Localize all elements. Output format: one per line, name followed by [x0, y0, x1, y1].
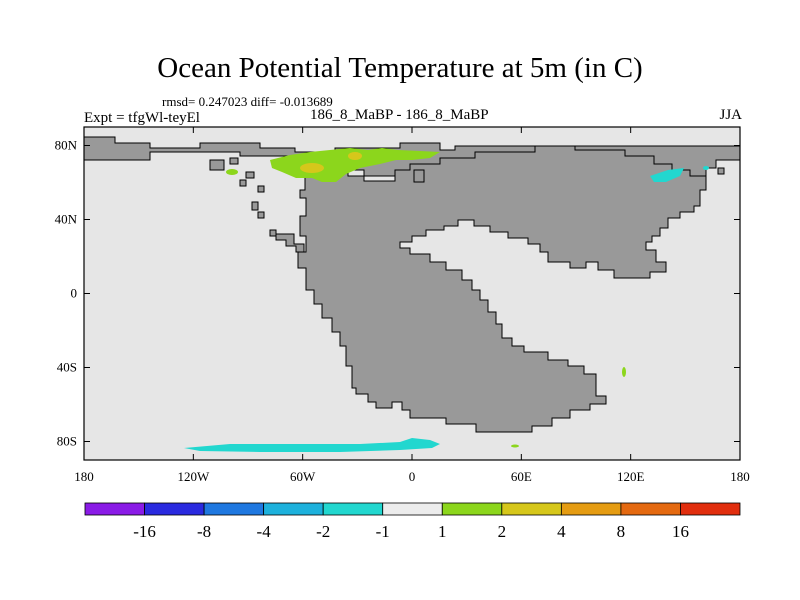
- lon-tick-label: 0: [409, 469, 416, 484]
- landmass-main-continent: [297, 145, 707, 433]
- colorbar: -16 -8 -4 -2 -1 1 2 4 8 16: [84, 502, 741, 541]
- colorbar-label: -4: [257, 522, 272, 541]
- landmass-island-f: [269, 229, 277, 237]
- landmass-island-north: [413, 169, 425, 183]
- landmass-island-ne: [717, 167, 725, 175]
- colorbar-swatch: [560, 502, 622, 516]
- lat-tick-label: 40S: [57, 360, 77, 375]
- colorbar-label: -2: [316, 522, 330, 541]
- colorbar-label: -1: [376, 522, 390, 541]
- colorbar-swatch: [84, 502, 145, 516]
- colorbar-swatch: [144, 502, 205, 516]
- anomaly-contours: [184, 148, 709, 452]
- landmass-island-c: [257, 185, 265, 193]
- landmass-island-g: [229, 157, 239, 165]
- lat-tick-label: 80S: [57, 434, 77, 449]
- cool-anomaly-northeast: [650, 168, 684, 182]
- warm-anomaly-small: [226, 169, 238, 175]
- warm-anomaly-south: [622, 367, 626, 377]
- landmass-island-d: [251, 201, 259, 211]
- lon-tick-label: 180: [730, 469, 750, 484]
- lon-tick-label: 120E: [617, 469, 645, 484]
- map-panel: [83, 126, 741, 461]
- colorbar-label: -16: [133, 522, 156, 541]
- warm-anomaly-core: [300, 163, 324, 173]
- stats-line: rmsd= 0.247023 diff= -0.013689: [162, 94, 333, 109]
- lat-tick-label: 40N: [55, 212, 78, 227]
- lat-tick-label: 0: [71, 286, 78, 301]
- colorbar-label: -8: [197, 522, 211, 541]
- season-label: JJA: [719, 107, 742, 123]
- warm-anomaly-arctic: [270, 148, 440, 182]
- lon-tick-label: 60W: [290, 469, 316, 484]
- colorbar-swatch: [263, 502, 324, 516]
- landmass-coast-west: [275, 233, 305, 253]
- landmass-island-b: [239, 179, 247, 187]
- colorbar-swatch: [322, 502, 384, 516]
- warm-anomaly-south-2: [511, 444, 519, 448]
- cool-anomaly-antarctic: [184, 438, 440, 452]
- cool-anomaly-dot: [703, 166, 709, 170]
- lon-tick-label: 120W: [177, 469, 210, 484]
- map-title: Ocean Potential Temperature at 5m (in C): [157, 52, 643, 84]
- landmass-island-e: [257, 211, 265, 219]
- colorbar-label: 4: [557, 522, 566, 541]
- colorbar-swatch: [501, 502, 562, 516]
- colorbar-swatch: [382, 502, 443, 516]
- colorbar-swatch: [441, 502, 503, 516]
- colorbar-label: 1: [438, 522, 447, 541]
- colorbar-swatch: [620, 502, 681, 516]
- latitude-axis: 80N 40N 0 40S 80S: [55, 138, 740, 449]
- warm-anomaly-core-2: [348, 152, 362, 160]
- landmass-island-h: [209, 159, 225, 171]
- colorbar-swatch: [680, 502, 741, 516]
- lon-tick-label: 180: [74, 469, 94, 484]
- case-label: 186_8_MaBP - 186_8_MaBP: [310, 107, 489, 123]
- colorbar-swatch: [203, 502, 265, 516]
- lon-tick-label: 60E: [511, 469, 532, 484]
- lat-tick-label: 80N: [55, 138, 78, 153]
- colorbar-label: 16: [672, 522, 689, 541]
- colorbar-label: 2: [498, 522, 507, 541]
- longitude-axis: 180 120W 60W 0 60E 120E 180: [74, 127, 750, 484]
- landmass-island-a: [245, 171, 255, 179]
- experiment-label: Expt = tfgWl-teyEl: [84, 110, 200, 126]
- colorbar-label: 8: [617, 522, 626, 541]
